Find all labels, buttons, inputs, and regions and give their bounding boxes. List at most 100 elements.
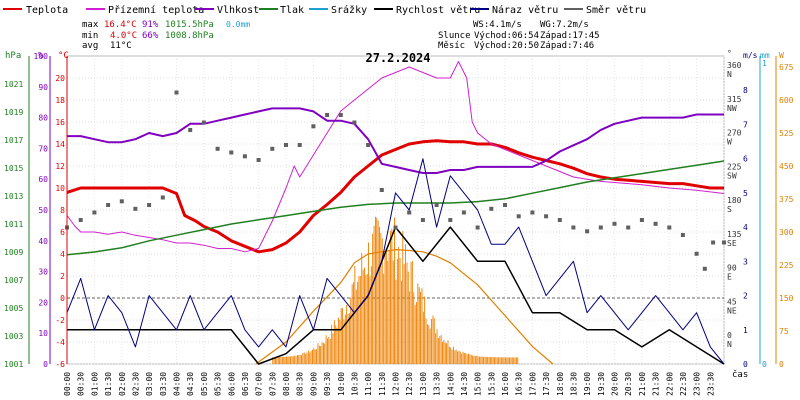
- series-smer-vetru-point: [516, 214, 521, 219]
- series-smer-vetru-point: [612, 221, 617, 226]
- solar-bar: [416, 302, 417, 364]
- series-smer-vetru-point: [160, 195, 165, 200]
- axis-unit-pct: %: [38, 51, 44, 61]
- series-smer-vetru-point: [256, 158, 261, 162]
- solar-bar: [474, 356, 476, 364]
- solar-bar: [432, 315, 434, 364]
- solar-bar: [366, 274, 368, 364]
- tick-label-pct: 60: [38, 175, 48, 184]
- tick-label-dir-name: W: [727, 138, 732, 147]
- tick-label-pct: 30: [38, 268, 48, 277]
- tick-label-time: 14:00: [446, 372, 455, 396]
- solar-bar: [375, 216, 376, 364]
- solar-bar: [331, 324, 333, 364]
- solar-bar: [477, 356, 479, 364]
- solar-bar: [272, 357, 274, 364]
- series-smer-vetru-point: [557, 218, 562, 222]
- tick-label-time: 05:00: [200, 372, 209, 396]
- tick-label-temp: 8: [60, 206, 65, 215]
- solar-bar: [338, 317, 339, 364]
- tick-label-time: 11:30: [378, 372, 387, 396]
- solar-bar: [355, 289, 357, 364]
- solar-bar: [357, 281, 359, 364]
- solar-bar: [321, 342, 323, 364]
- series-naraz-vetru-line: [66, 158, 725, 365]
- solar-bar: [466, 354, 468, 364]
- legend-item-naraz-vetru: Náraz větru: [470, 4, 558, 16]
- tick-label-hpa: 1009: [4, 248, 23, 257]
- solar-bar: [484, 356, 486, 364]
- solar-bar: [369, 276, 371, 364]
- tick-label-temp: 18: [55, 96, 65, 105]
- tick-label-time: 11:00: [364, 372, 373, 396]
- series-smer-vetru-point: [475, 225, 480, 230]
- solar-bar: [317, 343, 319, 364]
- solar-bar: [487, 357, 489, 364]
- solar-bar: [353, 282, 354, 364]
- series-smer-vetru-point: [639, 218, 644, 222]
- solar-bar: [287, 356, 289, 364]
- tick-label-time: 09:00: [309, 372, 318, 396]
- legend-item-teplota: Teplota: [3, 5, 68, 16]
- solar-bar: [391, 228, 393, 364]
- solar-bar: [514, 357, 516, 364]
- solar-bar: [465, 353, 467, 364]
- solar-bar: [489, 357, 491, 364]
- legend-label: Tlak: [280, 5, 304, 16]
- stat-min-label: min: [82, 31, 98, 41]
- solar-bar: [358, 276, 360, 364]
- tick-label-w: 300: [779, 228, 794, 237]
- series-smer-vetru-point: [174, 90, 179, 95]
- solar-bar: [496, 357, 498, 364]
- series-smer-vetru-point: [147, 203, 152, 207]
- info-panel: WS:4.1m/s WG:7.2m/s Slunce Východ:06:54 …: [438, 20, 600, 51]
- series-smer-vetru-point: [133, 206, 138, 211]
- solar-bar: [329, 339, 331, 364]
- solar-bar: [469, 354, 471, 364]
- info-wg: WG:7.2m/s: [540, 20, 589, 30]
- solar-bar: [403, 264, 405, 364]
- solar-bar: [359, 275, 361, 364]
- solar-bar: [376, 217, 378, 364]
- tick-label-dir-deg: 360: [727, 61, 742, 70]
- solar-bar: [461, 353, 463, 364]
- solar-bar: [492, 357, 494, 364]
- info-sunrise: Východ:06:54: [474, 31, 539, 41]
- series-smer-vetru-point: [119, 199, 124, 204]
- solar-bar: [409, 291, 411, 364]
- solar-bar: [495, 357, 497, 364]
- series-smer-vetru-point: [694, 251, 699, 256]
- series-smer-vetru-point: [78, 218, 83, 222]
- solar-bar: [453, 346, 454, 364]
- solar-bar: [325, 335, 327, 364]
- series-smer-vetru-point: [489, 206, 494, 211]
- solar-bar: [294, 355, 296, 364]
- tick-label-dir-deg: 90: [727, 264, 737, 273]
- series-smer-vetru-point: [297, 143, 302, 147]
- solar-bar: [328, 336, 330, 364]
- tick-label-temp: 2: [60, 272, 65, 281]
- solar-bar: [517, 357, 519, 364]
- series-smer-vetru-point: [311, 124, 316, 129]
- tick-label-dir-name: S: [727, 205, 732, 214]
- tick-label-time: 17:00: [528, 372, 537, 396]
- series-smer-vetru-point: [201, 120, 206, 125]
- legend-label: Směr větru: [586, 4, 646, 16]
- solar-bar: [446, 343, 447, 364]
- tick-label-time: 07:00: [255, 372, 264, 396]
- solar-bar: [422, 311, 424, 364]
- tick-label-temp: -4: [55, 338, 65, 347]
- solar-bar: [273, 357, 275, 364]
- tick-label-pct: 80: [38, 114, 48, 123]
- tick-label-ms: 3: [743, 257, 748, 266]
- tick-label-mm: 0: [762, 360, 767, 369]
- series-smer-vetru-point: [711, 240, 716, 245]
- solar-bar: [451, 349, 453, 364]
- solar-bar: [506, 357, 508, 364]
- solar-bar: [439, 336, 441, 364]
- solar-area: [255, 216, 554, 365]
- info-moonset: Západ:7:46: [540, 41, 594, 51]
- tick-label-time: 20:30: [624, 372, 633, 396]
- tick-label-temp: 12: [55, 162, 65, 171]
- solar-bar: [303, 352, 305, 364]
